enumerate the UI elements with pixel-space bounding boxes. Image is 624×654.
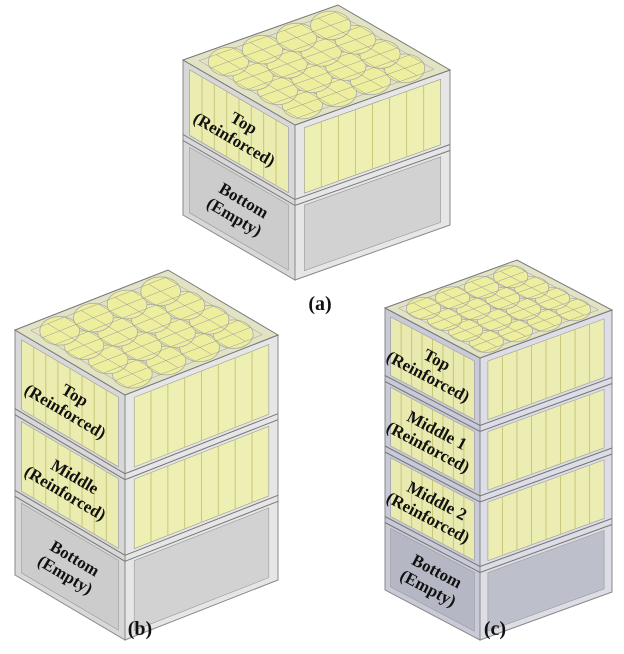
panel-caption: (c) — [484, 618, 506, 640]
panel-caption: (b) — [128, 618, 152, 640]
figure: Top(Reinforced)Bottom(Empty)(a)Top(Reinf… — [0, 0, 624, 654]
panel-caption: (a) — [308, 293, 331, 315]
panel: Top(Reinforced)Middle 1(Reinforced)Middl… — [383, 260, 612, 640]
panel: Top(Reinforced)Middle(Reinforced)Bottom(… — [15, 270, 278, 640]
panel: Top(Reinforced)Bottom(Empty)(a) — [183, 5, 450, 315]
